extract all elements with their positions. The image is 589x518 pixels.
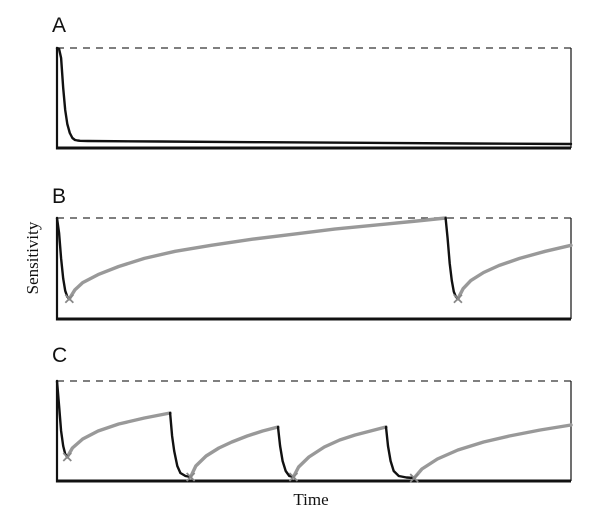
recovery-curve-c-1 xyxy=(65,411,172,459)
stimulus-marker-b-1 xyxy=(64,294,74,304)
decay-curve-c-3 xyxy=(276,425,295,479)
recovery-curve-b-1 xyxy=(67,216,448,301)
stimulus-marker-b-2 xyxy=(453,294,463,304)
panel-a: A xyxy=(52,14,573,150)
panel-c: C xyxy=(52,344,573,483)
panel-label-a: A xyxy=(52,14,66,37)
decay-curve-a-1 xyxy=(55,46,573,146)
decay-curve-b-1 xyxy=(55,216,71,300)
stimulus-marker-c-2 xyxy=(186,472,196,482)
panel-label-c: C xyxy=(52,344,67,367)
panel-label-b: B xyxy=(52,185,66,208)
decay-curve-c-4 xyxy=(384,425,416,480)
stimulus-marker-c-1 xyxy=(62,452,72,462)
y-axis-title: Sensitivity xyxy=(23,221,42,294)
stimulus-marker-c-4 xyxy=(409,473,419,483)
panels: A B C xyxy=(52,14,573,483)
recovery-curve-b-2 xyxy=(456,243,573,301)
decay-curve-c-1 xyxy=(55,379,69,459)
recovery-curve-c-3 xyxy=(291,425,388,479)
recovery-curve-c-4 xyxy=(412,423,573,480)
decay-curve-b-2 xyxy=(444,216,460,300)
panel-b: B xyxy=(52,185,573,321)
recovery-curve-c-2 xyxy=(188,425,280,479)
decay-curve-c-2 xyxy=(168,411,192,479)
x-axis-title: Time xyxy=(293,490,328,509)
stimulus-marker-c-3 xyxy=(288,472,299,482)
